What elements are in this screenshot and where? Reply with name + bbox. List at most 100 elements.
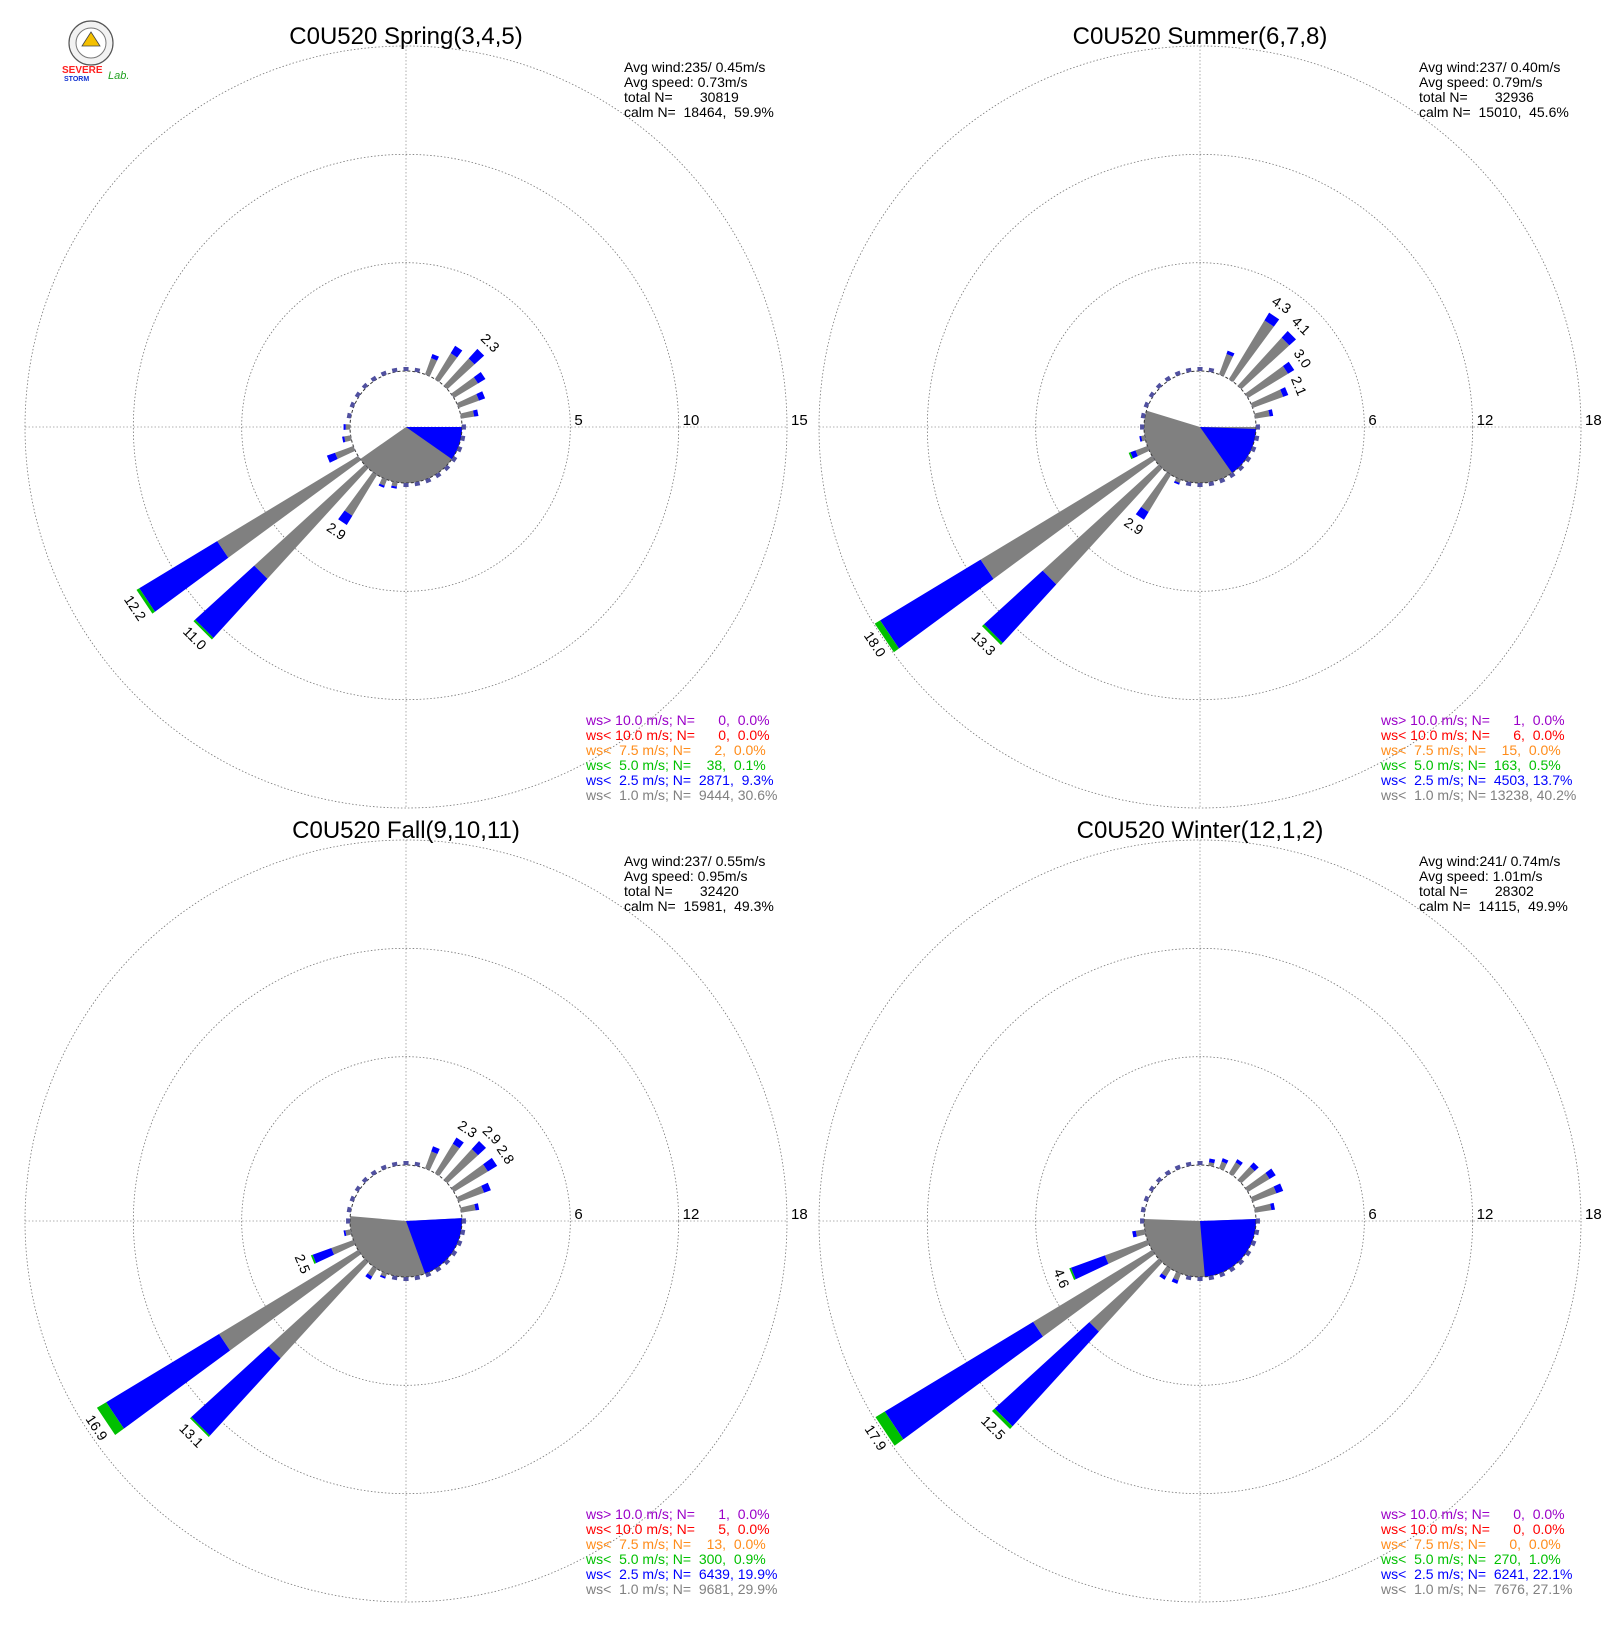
petal-blue-segment (1273, 1183, 1284, 1194)
petal-blue-segment (880, 559, 994, 649)
ring-label: 5 (574, 412, 582, 429)
minor-petal (1237, 1258, 1245, 1266)
minor-petal (435, 472, 442, 479)
minor-petal (1185, 481, 1192, 487)
legend-entry: ws< 2.5 m/s; N= 2871, 9.3% (585, 772, 774, 788)
petal-gray-segment (1237, 337, 1290, 390)
minor-petal (361, 382, 369, 390)
calm-wedge-blue (1200, 427, 1256, 473)
minor-petal (361, 1176, 369, 1184)
minor-petal (380, 370, 387, 377)
petal-blue-segment (1139, 435, 1143, 442)
petal-gray-segment (1250, 389, 1284, 408)
petal-green-segment (1069, 1267, 1076, 1280)
petal-gray-segment (335, 446, 356, 460)
petal-blue-segment (1249, 1162, 1259, 1172)
minor-petal (391, 1275, 398, 1281)
legend-entry: ws> 10.0 m/s; N= 0, 0.0% (585, 712, 770, 728)
ring-circle (241, 262, 571, 592)
stats-line: Avg wind:241/ 0.74m/s (1419, 853, 1560, 869)
minor-petal (456, 446, 463, 453)
petal-blue-segment (884, 1321, 1043, 1440)
minor-petal (1185, 1161, 1192, 1167)
minor-petal (1197, 367, 1203, 372)
ring-label: 15 (791, 412, 808, 429)
minor-petal (425, 1271, 432, 1278)
legend-entry: ws< 7.5 m/s; N= 2, 0.0% (585, 742, 766, 758)
petal-blue-segment (474, 1203, 480, 1211)
legend-entry: ws< 2.5 m/s; N= 6241, 22.1% (1380, 1566, 1572, 1582)
petal-gray-segment (391, 481, 398, 487)
stats-line: total N= 32936 (1419, 89, 1534, 105)
ring-circle (818, 45, 1582, 809)
minor-petal (403, 1161, 409, 1166)
petal-gray-segment (1173, 1271, 1181, 1281)
petal-gray-segment (443, 358, 475, 390)
minor-petal (370, 375, 377, 382)
calm-wedge-blue (1200, 1219, 1256, 1277)
stats-line: Avg wind:235/ 0.45m/s (624, 59, 765, 75)
petal-gray-segment (1228, 1162, 1241, 1176)
petal-green-segment (991, 1408, 1013, 1430)
stats-line: Avg wind:237/ 0.40m/s (1419, 59, 1560, 75)
minor-petal (1250, 1240, 1257, 1247)
petal-blue-segment (476, 391, 486, 401)
stats-line: Avg wind:237/ 0.55m/s (624, 853, 765, 869)
petal-gray-segment (1219, 1161, 1227, 1171)
minor-petal (1237, 464, 1245, 472)
chart-title: C0U520 Summer(6,7,8) (1073, 23, 1328, 50)
petal-blue-segment (468, 348, 485, 365)
minor-petal (1174, 370, 1181, 377)
minor-petal (349, 1195, 356, 1202)
calm-wedge-blue (406, 1218, 462, 1274)
legend-entry: ws< 5.0 m/s; N= 300, 0.9% (585, 1551, 766, 1567)
petal-blue-segment (1132, 1230, 1137, 1238)
legend-entry: ws< 10.0 m/s; N= 0, 0.0% (585, 727, 770, 743)
minor-petal (451, 1250, 458, 1257)
ring-label: 12 (683, 1206, 700, 1223)
stats-line: Avg speed: 0.79m/s (1419, 74, 1542, 90)
minor-petal (1185, 1275, 1192, 1281)
petal-blue-segment (473, 371, 486, 384)
petal-blue-segment (139, 541, 229, 612)
minor-petal (1140, 412, 1146, 419)
calm-wedge-blue (406, 427, 462, 460)
petal-gray-segment (1254, 1203, 1272, 1213)
petal-blue-segment (106, 1334, 231, 1429)
petal-gray-segment (380, 1271, 387, 1278)
minor-petal (1255, 1218, 1260, 1224)
petal-gray-segment (1141, 472, 1172, 513)
petal-gray-segment (434, 353, 458, 382)
petal-blue-segment (994, 1322, 1099, 1427)
legend-entry: ws< 1.0 m/s; N= 7676, 27.1% (1380, 1581, 1572, 1597)
minor-petal (1208, 481, 1215, 487)
petal-gray-segment (1237, 1166, 1255, 1184)
legend-entry: ws< 2.5 m/s; N= 4503, 13.7% (1380, 772, 1572, 788)
petal-gray-segment (1208, 1162, 1215, 1167)
minor-petal (380, 1164, 387, 1171)
ring-circle (1035, 262, 1365, 592)
petal-blue-segment (343, 1230, 347, 1237)
petal-blue-segment (452, 1137, 464, 1149)
petal-gray-segment (1135, 446, 1150, 457)
minor-petal (1229, 472, 1236, 479)
petal-blue-segment (195, 565, 268, 638)
minor-petal (1155, 1176, 1163, 1184)
ring-circle (24, 839, 788, 1603)
petal-blue-segment (481, 1182, 491, 1193)
petal-gray-segment (451, 1164, 488, 1193)
minor-petal (461, 424, 466, 430)
ring-circle (24, 45, 788, 809)
minor-petal (346, 412, 352, 419)
minor-petal (1255, 424, 1260, 430)
minor-petal (1143, 401, 1150, 408)
petal-blue-segment (1270, 1202, 1275, 1211)
petal-gray-segment (451, 377, 479, 399)
ring-circle (926, 153, 1474, 701)
petal-blue-segment (343, 424, 346, 430)
petal-gray-segment (1042, 464, 1163, 585)
petal-gray-segment (379, 477, 387, 486)
minor-petal (346, 1206, 352, 1213)
minor-petal (403, 482, 409, 487)
